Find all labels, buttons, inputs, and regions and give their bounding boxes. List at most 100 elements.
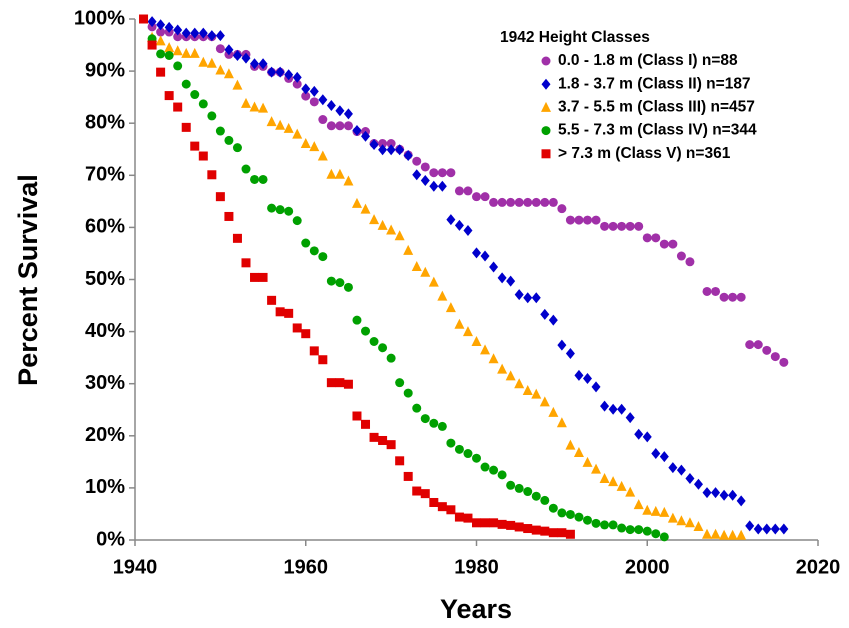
- point: [250, 272, 260, 282]
- point: [574, 512, 584, 522]
- point: [301, 83, 311, 95]
- point: [446, 214, 456, 226]
- point: [599, 473, 610, 484]
- point: [232, 49, 242, 61]
- point: [173, 61, 183, 71]
- point: [361, 326, 371, 336]
- point: [309, 346, 319, 356]
- point: [659, 532, 669, 542]
- point: [309, 97, 319, 107]
- point: [164, 21, 174, 33]
- point: [454, 318, 465, 329]
- point: [369, 336, 379, 346]
- point: [514, 378, 525, 389]
- point: [676, 515, 687, 526]
- point: [745, 340, 755, 350]
- point: [634, 428, 644, 440]
- point: [335, 378, 345, 388]
- x-tick-label: 2000: [625, 556, 670, 578]
- y-tick-label: 40%: [85, 320, 125, 342]
- point: [429, 497, 439, 507]
- point: [779, 357, 789, 367]
- point: [608, 403, 618, 415]
- point: [633, 499, 644, 510]
- point: [428, 276, 439, 287]
- y-tick-label: 30%: [85, 372, 125, 394]
- point: [685, 257, 695, 267]
- point: [420, 414, 430, 424]
- x-tick-label: 2020: [796, 556, 841, 578]
- point: [540, 197, 550, 207]
- point: [600, 400, 610, 412]
- point: [429, 180, 439, 192]
- point: [232, 79, 243, 90]
- point: [667, 512, 678, 523]
- point: [565, 529, 575, 539]
- point: [625, 412, 635, 424]
- point: [369, 139, 379, 151]
- point: [258, 102, 269, 113]
- y-tick-label: 90%: [85, 59, 125, 81]
- y-tick-label: 10%: [85, 476, 125, 498]
- point: [608, 476, 619, 487]
- y-tick-label: 60%: [85, 216, 125, 238]
- point: [437, 502, 447, 512]
- point: [343, 108, 353, 120]
- point: [343, 121, 353, 131]
- x-tick-label: 1980: [454, 556, 499, 578]
- point: [574, 215, 584, 225]
- point: [446, 168, 456, 178]
- point: [309, 85, 319, 97]
- point: [412, 156, 422, 166]
- point: [267, 66, 277, 78]
- point: [531, 491, 541, 501]
- y-tick-label: 0%: [96, 528, 125, 550]
- legend-title: 1942 Height Classes: [500, 29, 650, 46]
- point: [770, 352, 780, 362]
- point: [377, 219, 388, 230]
- point: [334, 168, 345, 179]
- point: [506, 197, 516, 207]
- point: [540, 495, 550, 505]
- point: [403, 471, 413, 481]
- point: [711, 286, 721, 296]
- point: [352, 124, 362, 136]
- legend-marker: [541, 56, 551, 66]
- point: [480, 250, 490, 262]
- point: [505, 370, 516, 381]
- point: [181, 27, 191, 39]
- point: [386, 353, 396, 363]
- y-axis-title: Percent Survival: [13, 174, 43, 386]
- point: [147, 40, 157, 50]
- point: [240, 97, 251, 108]
- point: [523, 197, 533, 207]
- point: [309, 141, 320, 152]
- point: [386, 144, 396, 156]
- point: [591, 381, 601, 393]
- point: [702, 528, 713, 539]
- point: [591, 518, 601, 528]
- legend-label: 0.0 - 1.8 m (Class I) n=88: [558, 52, 738, 69]
- y-tick-label: 20%: [85, 424, 125, 446]
- point: [463, 186, 473, 196]
- point: [506, 275, 516, 287]
- x-tick-label: 1940: [113, 556, 158, 578]
- point: [727, 529, 738, 540]
- point: [378, 343, 388, 353]
- point: [361, 419, 371, 429]
- point: [224, 44, 234, 56]
- point: [454, 512, 464, 522]
- point: [600, 221, 610, 231]
- point: [207, 111, 217, 121]
- point: [514, 483, 524, 493]
- point: [292, 128, 303, 139]
- point: [616, 480, 627, 491]
- point: [172, 45, 183, 56]
- point: [326, 168, 337, 179]
- point: [395, 378, 405, 388]
- point: [522, 384, 533, 395]
- legend-label: 3.7 - 5.5 m (Class III) n=457: [558, 98, 755, 115]
- point: [548, 503, 558, 513]
- point: [523, 524, 533, 534]
